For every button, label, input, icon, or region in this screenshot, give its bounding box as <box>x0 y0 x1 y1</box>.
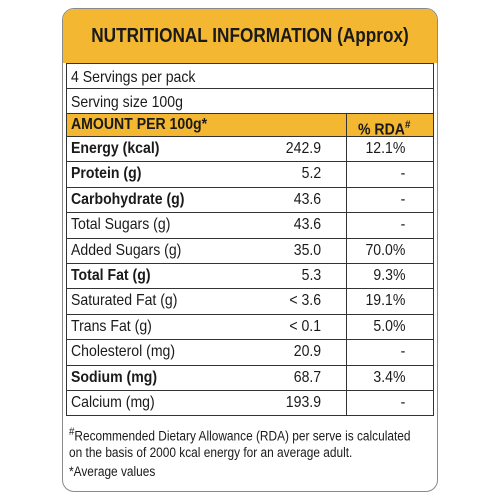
nutrient-rda: - <box>400 394 405 411</box>
nutrient-name: Protein (g) <box>71 165 142 183</box>
nutrient-amount: 193.9 <box>285 394 321 411</box>
nutrient-amount: 242.9 <box>285 140 321 157</box>
nutrient-rda: 5.0% <box>372 317 405 335</box>
row-line <box>66 212 434 214</box>
table-left <box>66 63 67 416</box>
nutrient-amount: < 0.1 <box>289 317 321 335</box>
footnote-text: on the basis of 2000 kcal energy for an … <box>69 444 353 460</box>
title: NUTRITIONAL INFORMATION (Approx) <box>91 25 409 47</box>
nutrient-rda: 70.0% <box>365 241 405 259</box>
nutrient-name: Total Sugars (g) <box>71 216 171 234</box>
nutrient-name: Total Fat (g) <box>71 267 151 284</box>
nutrient-name: Calcium (mg) <box>71 394 155 411</box>
nutrient-amount: 20.9 <box>293 343 321 361</box>
row-line <box>66 415 434 417</box>
row-line <box>66 390 434 391</box>
nutrient-rda: - <box>400 343 405 361</box>
row-line <box>66 288 434 290</box>
rda-header: % RDA# <box>358 114 410 141</box>
nutrient-name: Saturated Fat (g) <box>71 292 178 310</box>
row-line <box>66 237 434 239</box>
servings: 4 Servings per pack <box>71 69 196 86</box>
nutrient-amount: 68.7 <box>293 368 321 386</box>
row-line <box>66 88 434 89</box>
nutrient-amount: < 3.6 <box>289 292 321 310</box>
row-line <box>66 339 434 341</box>
nutrient-rda: - <box>400 190 405 208</box>
row-line <box>66 136 434 137</box>
rda-header-mark: # <box>404 119 411 131</box>
nutrient-amount: 5.2 <box>301 165 321 183</box>
nutrient-rda: 9.3% <box>372 267 405 284</box>
nutrient-name: Added Sugars (g) <box>71 241 182 259</box>
nutrient-amount: 5.3 <box>301 267 321 284</box>
row-line <box>66 313 434 315</box>
nutrient-rda: 12.1% <box>365 140 405 157</box>
footnote: on the basis of 2000 kcal energy for an … <box>69 443 352 462</box>
nutrient-rda: - <box>400 216 405 234</box>
nutrient-rda: 19.1% <box>365 292 405 310</box>
nutrient-name: Energy (kcal) <box>71 140 160 157</box>
nutrient-name: Cholesterol (mg) <box>71 343 176 361</box>
nutrition-label: NUTRITIONAL INFORMATION (Approx) 4 Servi… <box>62 8 438 492</box>
footnote: #Recommended Dietary Allowance (RDA) per… <box>69 423 410 446</box>
footnote: *Average values <box>69 462 155 481</box>
nutrient-rda: 3.4% <box>372 368 405 386</box>
header-band <box>63 9 437 63</box>
nutrient-name: Sodium (mg) <box>71 368 158 386</box>
serving-size: Serving size 100g <box>71 94 183 111</box>
row-line <box>66 63 434 64</box>
rda-header-text: % RDA <box>358 121 405 139</box>
footnote-text: *Average values <box>69 464 156 480</box>
nutrient-amount: 43.6 <box>293 190 321 208</box>
column-line <box>346 113 347 416</box>
nutrient-amount: 35.0 <box>293 241 321 259</box>
amount-band <box>66 114 434 136</box>
nutrient-name: Carbohydrate (g) <box>71 190 185 208</box>
row-line <box>66 113 434 114</box>
footnote-mark: # <box>69 426 75 439</box>
row-line <box>66 161 434 163</box>
footnote-text: Recommended Dietary Allowance (RDA) per … <box>74 428 411 444</box>
row-line <box>66 186 434 188</box>
row-line <box>66 263 434 264</box>
nutrient-rda: - <box>400 165 405 183</box>
nutrient-amount: 43.6 <box>293 216 321 234</box>
nutrient-name: Trans Fat (g) <box>71 317 152 335</box>
amount-header: AMOUNT PER 100g* <box>71 116 208 133</box>
row-line <box>66 364 434 366</box>
table-right <box>433 63 434 416</box>
